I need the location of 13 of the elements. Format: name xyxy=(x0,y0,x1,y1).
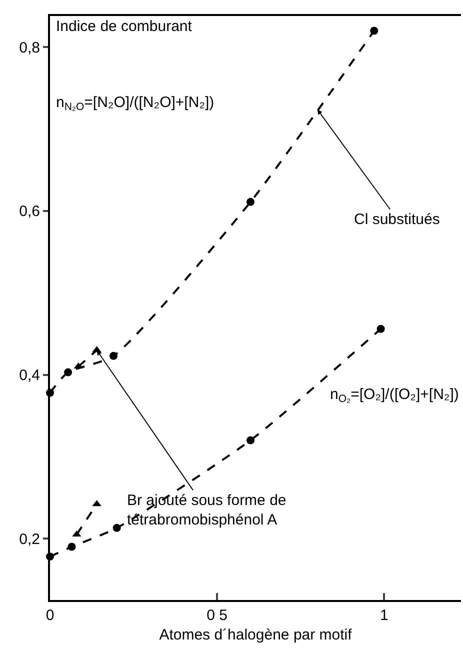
annotation: Cl substitués xyxy=(354,211,440,228)
annotation: n$_{O₂}$=[O₂]/([O₂]+[N₂]) xyxy=(330,386,459,406)
x-tick-label: 1 xyxy=(380,607,388,624)
x-axis-title: Atomes d´halogène par motif xyxy=(159,626,353,644)
annotation: n$_{N₂O}$=[N₂O]/([N₂O]+[N₂]) xyxy=(56,94,214,114)
annotation: Br ajouté sous forme de tétrabromobisphénol A xyxy=(127,492,286,528)
y-tick-label: 0,4 xyxy=(19,367,40,384)
y-tick-label: 0,2 xyxy=(19,530,40,548)
y-tick-label: 0,6 xyxy=(19,203,40,220)
x-tick-label: 0 5 xyxy=(206,607,228,624)
y-tick-label: 0,8 xyxy=(19,39,40,56)
y-axis-title: Indice de comburant xyxy=(56,18,193,35)
x-tick-label: 0 xyxy=(46,607,54,624)
